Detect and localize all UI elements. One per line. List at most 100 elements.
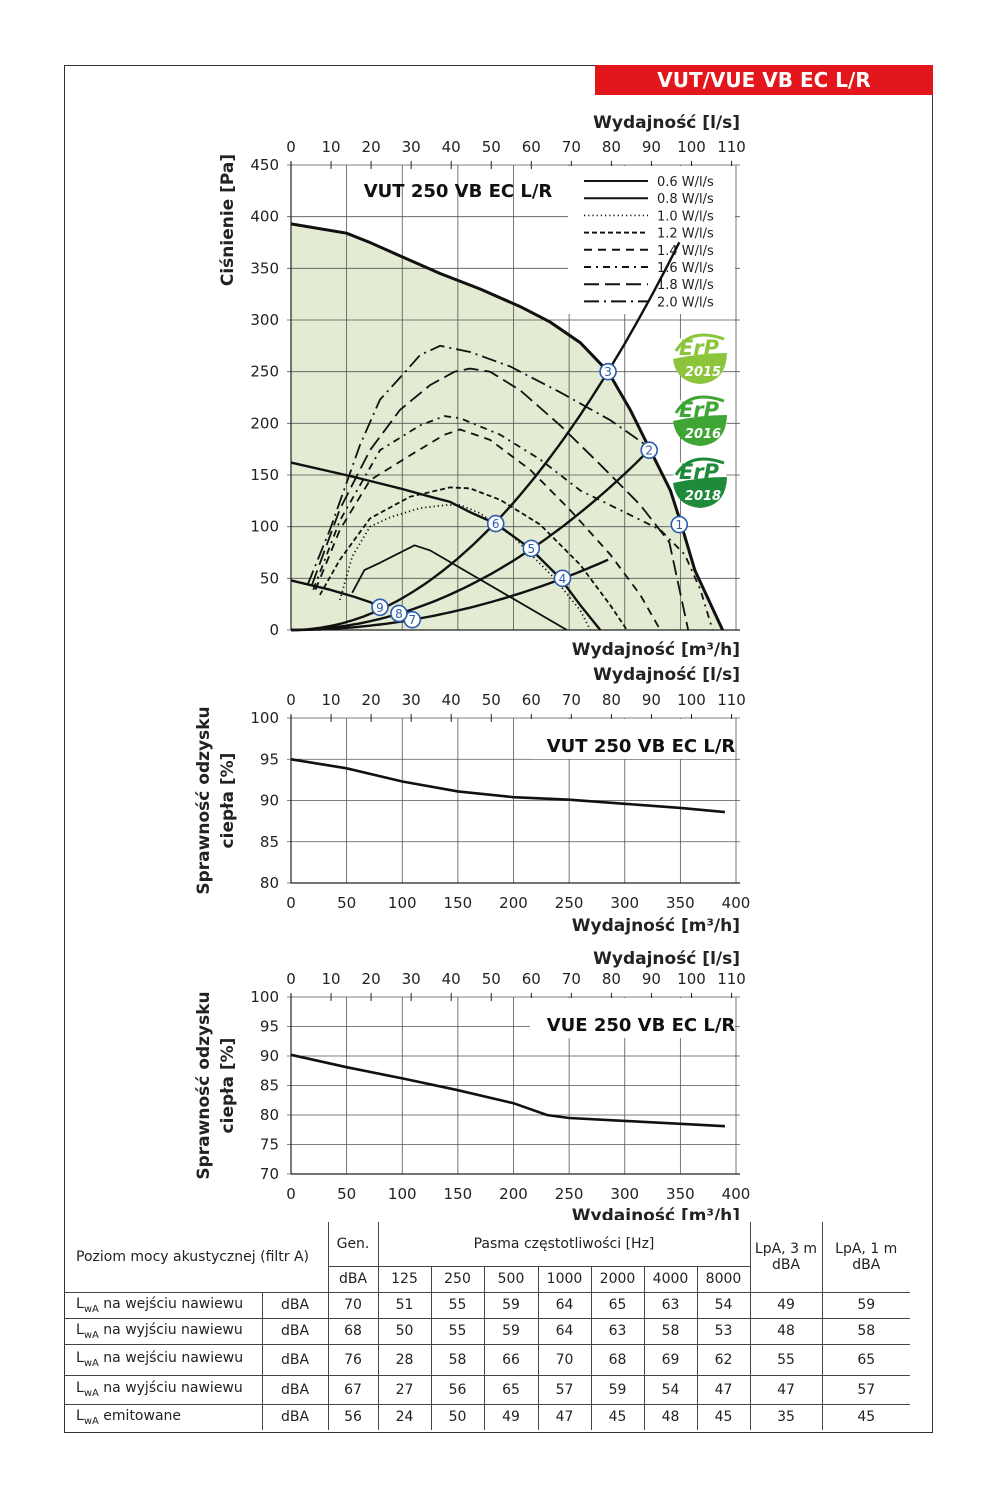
x-tick-label: 0: [286, 1185, 296, 1203]
cell-value: 65: [483, 1374, 538, 1404]
y-axis-label-line1: Sprawność odzysku: [194, 706, 214, 894]
erp-badge-2015: ErP 2015: [673, 330, 727, 384]
cell-value: 68: [327, 1317, 378, 1344]
row-label: LwA na wyjściu nawiewu: [64, 1374, 262, 1404]
row-unit: dBA: [261, 1343, 328, 1375]
marker-circle: [640, 441, 659, 460]
marker-label: 1: [675, 518, 683, 532]
x-tick-label: 50: [337, 1185, 356, 1203]
marker-label: 5: [527, 542, 535, 556]
datasheet-frame: [64, 65, 933, 1433]
chart-2: 80 85 90 95 100 0 10 20 30 40 50 60 70 80 90 100 110 Wyda…: [194, 665, 750, 936]
x-tick-label: 100: [388, 894, 417, 912]
x-tick-label: 100: [388, 1185, 417, 1203]
marker-label: 2: [645, 444, 653, 458]
cell-value: 65: [821, 1343, 910, 1375]
x-tick-label: 350: [666, 1185, 695, 1203]
x2-axis-label: Wydajność [l/s]: [593, 949, 740, 969]
cell-value: 53: [696, 1317, 750, 1344]
cell-value: 58: [430, 1343, 484, 1375]
marker-label: 6: [492, 517, 500, 531]
x2-tick-label: 90: [642, 691, 661, 709]
y-tick-label: 150: [250, 466, 279, 484]
band-header: 500: [483, 1266, 538, 1292]
badge-leaf: [673, 415, 727, 446]
table-row: LwA na wejściu nawiewu dBA 70 51 55 59 64 65 63 5…: [64, 1291, 933, 1318]
x2-tick-label: 0: [286, 970, 296, 988]
cell-value: 64: [537, 1317, 591, 1344]
cell-value: 45: [696, 1403, 750, 1430]
badge-year: 2016: [685, 427, 721, 442]
x-tick-label: 300: [610, 1185, 639, 1203]
chart-title: VUE 250 VB EC L/R: [547, 1015, 736, 1036]
y-tick-label: 90: [260, 792, 279, 810]
y-tick-label: 95: [260, 1018, 279, 1036]
y-tick-label: 450: [250, 156, 279, 174]
cell-value: 56: [327, 1403, 378, 1430]
cell-value: 50: [430, 1403, 484, 1430]
y-tick-label: 80: [260, 874, 279, 892]
x2-tick-label: 70: [562, 138, 581, 156]
cell-value: 35: [749, 1403, 822, 1430]
x2-tick-label: 10: [322, 970, 341, 988]
badge-year: 2015: [685, 365, 721, 380]
operating-point-marker: 9: [371, 598, 389, 617]
marker-label: 9: [376, 601, 384, 615]
badge-year: 2018: [685, 489, 721, 504]
legend-label: 1.0 W/l/s: [657, 209, 714, 224]
cell-value: 49: [483, 1403, 538, 1430]
x2-tick-label: 20: [362, 138, 381, 156]
title-box: [530, 719, 735, 759]
cell-value: 50: [377, 1317, 431, 1344]
badge-erp-text: ErP: [679, 398, 720, 422]
y-axis-label-line1: Sprawność odzysku: [194, 991, 214, 1179]
band-header: 8000: [696, 1266, 750, 1292]
max-curve: [290, 222, 724, 631]
gen-header: Gen.: [327, 1222, 378, 1267]
marker-circle: [670, 515, 689, 534]
cell-value: 45: [821, 1403, 910, 1430]
y-tick-label: 75: [260, 1136, 279, 1154]
cell-value: 45: [590, 1403, 644, 1430]
x-tick-label: 150: [444, 1185, 473, 1203]
legend-label: 0.6 W/l/s: [657, 175, 714, 190]
title-box: [530, 998, 735, 1038]
cell-value: 76: [327, 1343, 378, 1375]
x2-tick-label: 110: [717, 691, 746, 709]
operating-point-marker: 2: [640, 441, 659, 460]
table-row: LwA na wyjściu nawiewu dBA 68 50 55 59 64 63 58 5…: [64, 1317, 933, 1344]
band-header: 4000: [643, 1266, 697, 1292]
chart-title: VUT 250 VB EC L/R: [547, 736, 736, 757]
legend-box: [568, 166, 735, 314]
cell-value: 59: [821, 1291, 910, 1318]
operating-point-marker: 5: [522, 539, 541, 558]
cell-value: 62: [696, 1343, 750, 1375]
x-tick-label: 250: [555, 894, 584, 912]
table-row: LwA na wejściu nawiewu dBA 76 28 58 66 70 68 69 6…: [64, 1343, 933, 1375]
legend-label: 1.8 W/l/s: [657, 278, 714, 293]
y-tick-label: 250: [250, 363, 279, 381]
cell-value: 66: [483, 1343, 538, 1375]
cell-value: 65: [590, 1291, 644, 1318]
lpa1-header: LpA, 1 m dBA: [821, 1222, 910, 1292]
cell-value: 58: [643, 1317, 697, 1344]
x2-tick-label: 30: [402, 691, 421, 709]
series-line: [312, 415, 714, 631]
x2-tick-label: 30: [402, 970, 421, 988]
cell-value: 48: [749, 1317, 822, 1344]
y-tick-label: 85: [260, 833, 279, 851]
legend-label: 2.0 W/l/s: [657, 295, 714, 310]
operating-point-marker: 8: [390, 604, 408, 623]
x2-tick-label: 80: [602, 138, 621, 156]
legend-label: 1.6 W/l/s: [657, 261, 714, 276]
x2-tick-label: 40: [442, 691, 461, 709]
cell-value: 55: [749, 1343, 822, 1375]
marker-circle: [553, 569, 572, 588]
x2-tick-label: 60: [522, 691, 541, 709]
cell-value: 48: [643, 1403, 697, 1430]
y-tick-label: 100: [250, 988, 279, 1006]
band-header: 250: [430, 1266, 484, 1292]
cell-value: 59: [590, 1374, 644, 1404]
band-header: 2000: [590, 1266, 644, 1292]
